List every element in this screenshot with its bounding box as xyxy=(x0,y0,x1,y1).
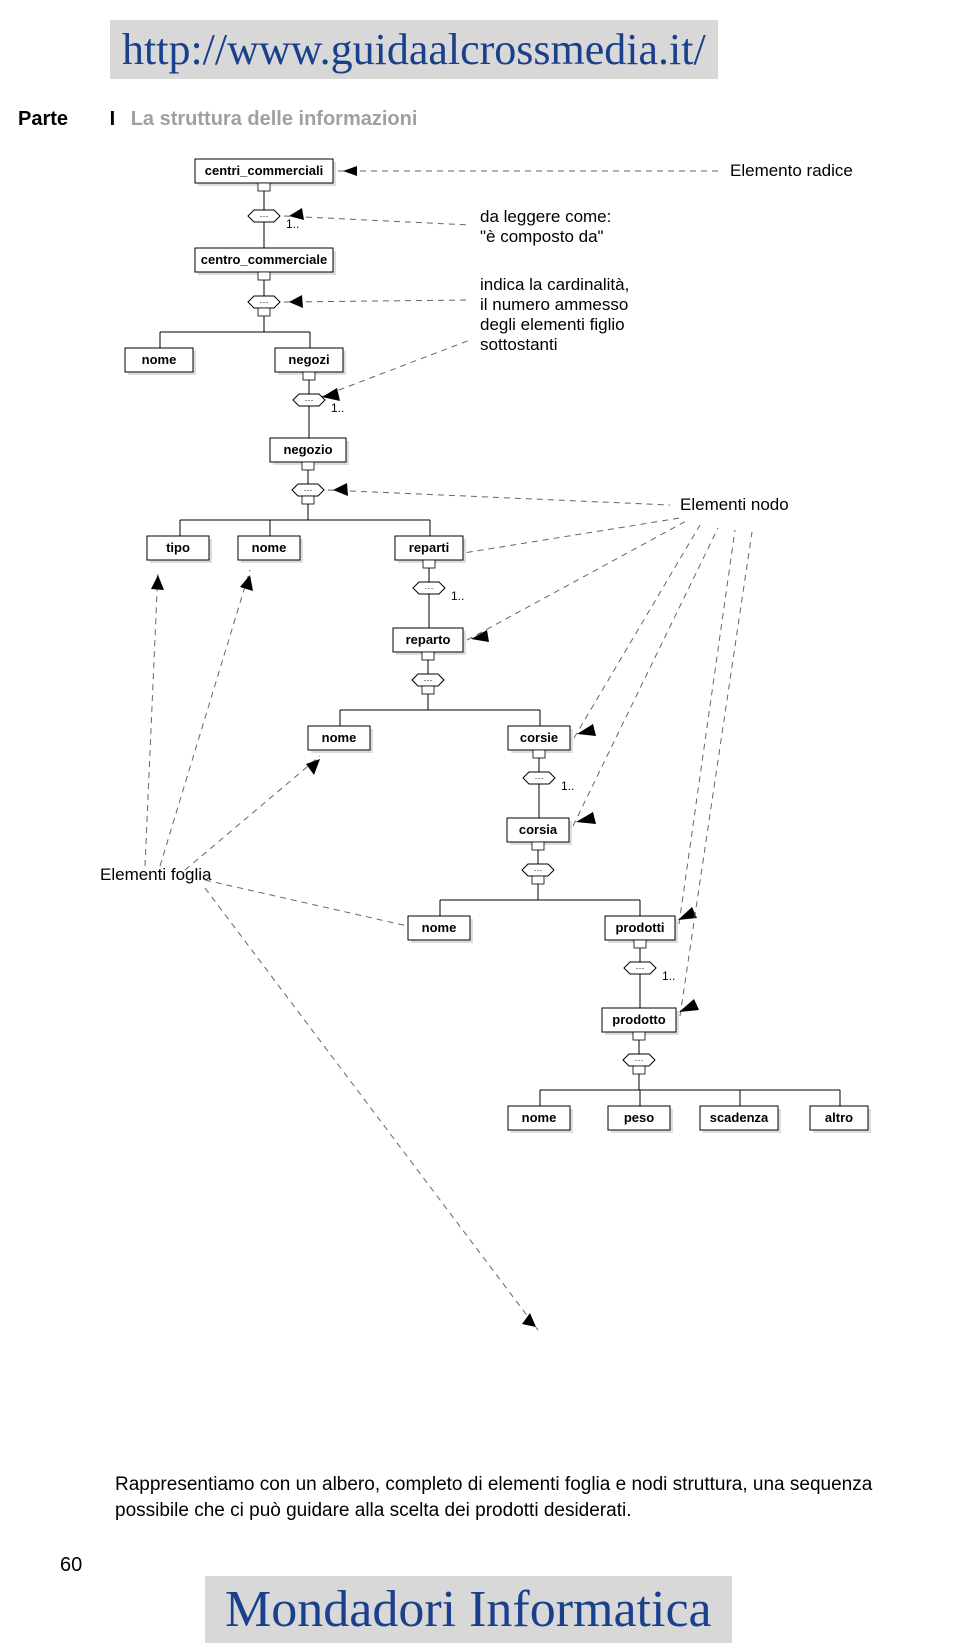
label-root: Elemento radice xyxy=(730,161,853,180)
label-card1: indica la cardinalità, xyxy=(480,275,629,294)
tree-diagram: centri_commerciali Elemento radice ··· 1… xyxy=(0,140,960,1470)
figure-caption: Rappresentiamo con un albero, completo d… xyxy=(115,1472,895,1523)
svg-text:nome: nome xyxy=(142,352,177,367)
svg-text:1..: 1.. xyxy=(331,401,344,415)
card-1: 1.. xyxy=(286,217,299,231)
node-corsia: corsia xyxy=(507,818,572,850)
svg-text:···: ··· xyxy=(535,773,544,783)
svg-text:scadenza: scadenza xyxy=(710,1110,769,1125)
section-title: La struttura delle informazioni xyxy=(131,108,418,130)
connector-oct-2: ··· xyxy=(292,484,324,504)
svg-text:···: ··· xyxy=(534,865,543,875)
label-card2: il numero ammesso xyxy=(480,295,628,314)
section-roman: I xyxy=(110,108,116,130)
node-centri-commerciali: centri_commerciali xyxy=(195,159,336,191)
svg-text:1..: 1.. xyxy=(561,779,574,793)
connector-hex-2: ··· xyxy=(293,394,325,406)
svg-text:···: ··· xyxy=(260,297,269,307)
page-number: 60 xyxy=(60,1554,82,1577)
svg-text:centri_commerciali: centri_commerciali xyxy=(205,163,324,178)
node-peso: peso xyxy=(608,1106,673,1133)
footer-brand: Mondadori Informatica xyxy=(205,1576,732,1643)
svg-text:corsia: corsia xyxy=(519,822,558,837)
svg-text:corsie: corsie xyxy=(520,730,558,745)
node-reparto: reparto xyxy=(393,628,466,660)
svg-text:centro_commerciale: centro_commerciale xyxy=(201,252,327,267)
svg-text:tipo: tipo xyxy=(166,540,190,555)
node-centro-commerciale: centro_commerciale xyxy=(195,248,336,280)
svg-text:···: ··· xyxy=(305,395,314,405)
section-header: Parte I La struttura delle informazioni xyxy=(18,108,417,131)
svg-text:peso: peso xyxy=(624,1110,654,1125)
label-compose1: da leggere come: xyxy=(480,207,611,226)
svg-text:negozio: negozio xyxy=(283,442,332,457)
connector-hex-1: ··· xyxy=(248,210,280,222)
node-prodotto: prodotto xyxy=(602,1008,679,1040)
svg-text:reparto: reparto xyxy=(406,632,451,647)
label-compose2: "è composto da" xyxy=(480,227,604,246)
node-nome-5: nome xyxy=(508,1106,573,1133)
svg-text:nome: nome xyxy=(252,540,287,555)
label-card3: degli elementi figlio xyxy=(480,315,625,334)
node-prodotti: prodotti xyxy=(605,916,678,948)
node-nome-4: nome xyxy=(408,916,473,943)
node-corsie: corsie xyxy=(508,726,573,758)
svg-text:···: ··· xyxy=(635,1055,644,1065)
url-banner: http://www.guidaalcrossmedia.it/ xyxy=(110,20,718,79)
svg-text:···: ··· xyxy=(304,485,313,495)
node-reparti: reparti xyxy=(395,536,466,568)
section-parte: Parte xyxy=(18,108,68,130)
svg-text:···: ··· xyxy=(425,583,434,593)
svg-text:altro: altro xyxy=(825,1110,853,1125)
svg-text:1..: 1.. xyxy=(662,969,675,983)
svg-text:prodotto: prodotto xyxy=(612,1012,665,1027)
svg-text:1..: 1.. xyxy=(451,589,464,603)
node-scadenza: scadenza xyxy=(700,1106,781,1133)
svg-text:···: ··· xyxy=(424,675,433,685)
node-nome-3: nome xyxy=(308,726,373,753)
svg-text:prodotti: prodotti xyxy=(615,920,664,935)
svg-text:···: ··· xyxy=(636,963,645,973)
label-node: Elementi nodo xyxy=(680,495,789,514)
label-card4: sottostanti xyxy=(480,335,558,354)
svg-text:···: ··· xyxy=(260,211,269,221)
node-nome-1: nome xyxy=(125,348,196,375)
label-leaf: Elementi foglia xyxy=(100,865,212,884)
svg-text:nome: nome xyxy=(322,730,357,745)
node-tipo: tipo xyxy=(147,536,212,563)
svg-text:nome: nome xyxy=(522,1110,557,1125)
svg-text:negozi: negozi xyxy=(288,352,329,367)
node-negozi: negozi xyxy=(275,348,346,380)
svg-text:nome: nome xyxy=(422,920,457,935)
node-negozio: negozio xyxy=(270,438,349,470)
connector-oct-1: ··· xyxy=(248,296,280,316)
svg-text:reparti: reparti xyxy=(409,540,449,555)
node-nome-2: nome xyxy=(238,536,303,563)
node-altro: altro xyxy=(810,1106,871,1133)
